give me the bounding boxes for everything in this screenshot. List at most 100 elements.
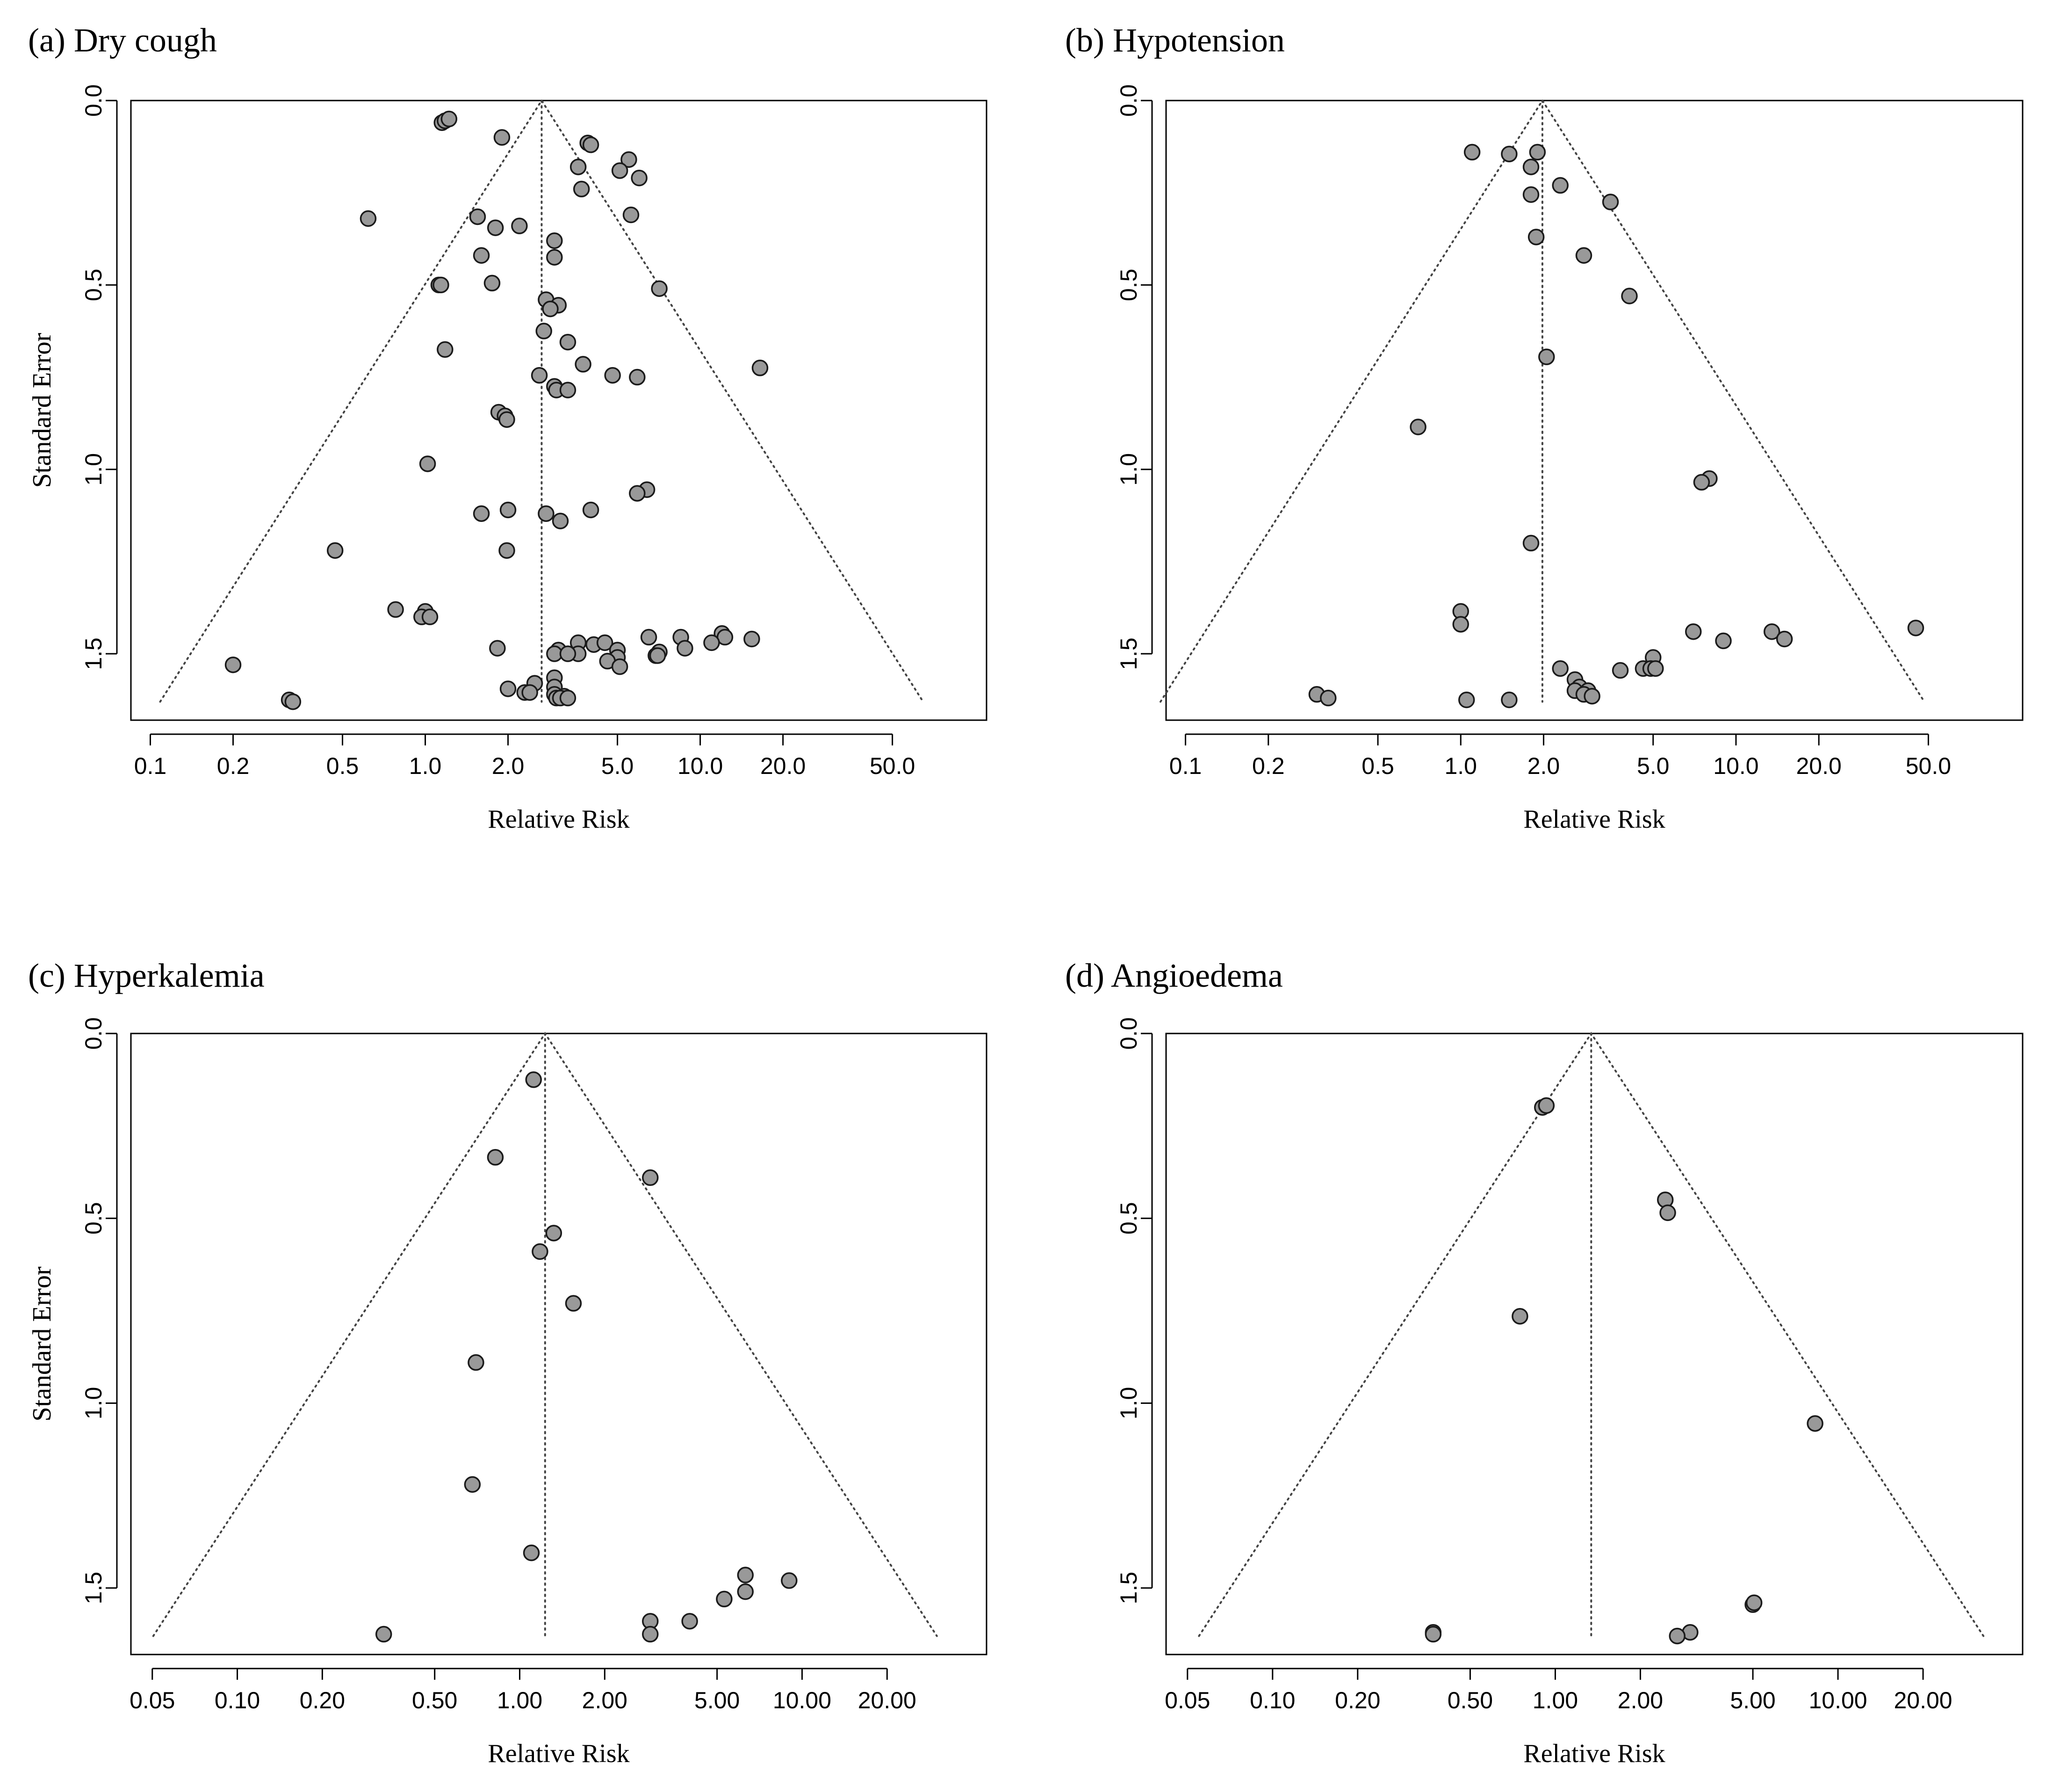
study-point: [440, 110, 458, 128]
study-point: [473, 505, 490, 522]
study-point: [489, 640, 506, 657]
study-point: [642, 1169, 659, 1186]
study-point: [498, 542, 515, 559]
panel-title: (c) Hyperkalemia: [28, 957, 265, 994]
study-point: [559, 645, 576, 662]
study-point: [642, 1626, 659, 1643]
study-point: [511, 217, 528, 234]
study-point: [743, 630, 760, 648]
x-tick-label: 50.0: [870, 753, 915, 779]
study-point: [1320, 689, 1337, 707]
study-point: [464, 1476, 481, 1493]
y-tick-label: 0.0: [1116, 84, 1142, 117]
study-point: [1512, 1308, 1528, 1325]
y-axis: 0.0 0.5 1.0 1.5: [1116, 1017, 1153, 1604]
study-point: [545, 1225, 562, 1242]
y-tick-label: 1.5: [80, 637, 107, 670]
x-tick-label: 0.1: [1169, 753, 1202, 779]
study-point: [473, 247, 490, 264]
y-tick-label: 1.5: [80, 1572, 107, 1604]
study-point: [493, 129, 511, 146]
study-point: [1522, 186, 1540, 203]
x-axis: 0.1 0.2 0.5 1.0 2.0 5.0 10.0 20.0 50.0: [134, 733, 915, 779]
x-tick-label: 5.00: [694, 1687, 740, 1713]
panel-angioedema: (d) Angioedema 0.05 0.10 0.20 0.50 1.00 2.00 5.…: [28, 957, 2024, 1768]
study-point: [546, 232, 563, 249]
study-point: [499, 680, 517, 697]
study-point: [651, 280, 668, 297]
study-point: [487, 1149, 504, 1166]
x-tick-label: 2.0: [492, 753, 525, 779]
x-tick-label: 10.0: [1713, 753, 1758, 779]
study-point: [1463, 144, 1481, 161]
study-point: [604, 367, 621, 384]
y-axis-title: Standard Error: [28, 333, 57, 488]
study-point: [596, 634, 613, 651]
y-tick-label: 1.0: [1116, 1387, 1142, 1420]
x-tick-label: 20.00: [1894, 1687, 1952, 1713]
study-point: [437, 341, 454, 358]
y-axis-title: Standard Error: [28, 333, 57, 488]
plot-frame: [130, 100, 987, 721]
study-points: [1308, 144, 1924, 708]
study-point: [569, 159, 587, 175]
study-point: [1527, 229, 1545, 246]
study-point: [1501, 691, 1518, 708]
study-point: [552, 513, 569, 529]
study-point: [1763, 623, 1780, 640]
x-tick-label: 1.0: [409, 753, 442, 779]
study-point: [542, 300, 559, 318]
study-point: [716, 1590, 733, 1608]
y-axis: 0.0 0.5 1.0 1.5: [1116, 84, 1153, 670]
study-point: [535, 323, 552, 340]
panel-title: (b) Hypotension: [1065, 22, 1285, 59]
x-axis-title: Relative Risk: [1523, 1739, 1665, 1768]
x-tick-label: 0.2: [217, 753, 250, 779]
study-point: [1685, 623, 1702, 640]
study-point: [1522, 535, 1540, 552]
study-point: [640, 629, 657, 646]
study-point: [483, 275, 501, 292]
study-point: [284, 693, 302, 710]
study-point: [737, 1583, 754, 1600]
study-point: [582, 136, 599, 153]
study-point: [525, 1071, 542, 1088]
study-point: [498, 411, 515, 428]
x-tick-label: 1.0: [1444, 753, 1477, 779]
x-tick-label: 0.20: [1335, 1687, 1380, 1713]
x-tick-label: 10.00: [773, 1687, 831, 1713]
study-point: [538, 505, 555, 522]
plot-frame: [1165, 1033, 2024, 1655]
study-point: [1621, 288, 1638, 304]
y-tick-label: 0.5: [1116, 269, 1142, 302]
x-tick-label: 20.0: [760, 753, 806, 779]
x-tick-label: 1.00: [1533, 1687, 1578, 1713]
study-point: [1693, 474, 1710, 491]
y-tick-label: 1.5: [1116, 1572, 1142, 1604]
study-point: [1807, 1415, 1823, 1432]
study-point: [1612, 662, 1629, 679]
study-point: [1552, 660, 1569, 677]
study-point: [1715, 632, 1732, 650]
study-point: [1410, 419, 1426, 435]
x-tick-label: 0.50: [1448, 1687, 1493, 1713]
study-point: [468, 1354, 484, 1371]
y-tick-label: 0.5: [1116, 1202, 1142, 1235]
study-point: [681, 1613, 698, 1630]
x-tick-label: 0.2: [1252, 753, 1285, 779]
y-tick-label: 0.5: [80, 1202, 107, 1235]
study-point: [781, 1572, 798, 1589]
study-point: [419, 455, 436, 472]
y-tick-label: 0.0: [80, 84, 107, 117]
x-axis-title: Relative Risk: [1523, 805, 1665, 834]
x-tick-label: 0.05: [130, 1687, 175, 1713]
y-axis-title: Standard Error: [28, 1266, 57, 1422]
y-axis: 0.0 0.5 1.0 1.5: [80, 1017, 118, 1604]
study-point: [531, 367, 548, 384]
study-point: [629, 485, 646, 502]
study-points: [224, 110, 769, 710]
study-points: [1425, 1097, 1823, 1645]
study-point: [649, 647, 666, 664]
study-point: [532, 1243, 548, 1260]
